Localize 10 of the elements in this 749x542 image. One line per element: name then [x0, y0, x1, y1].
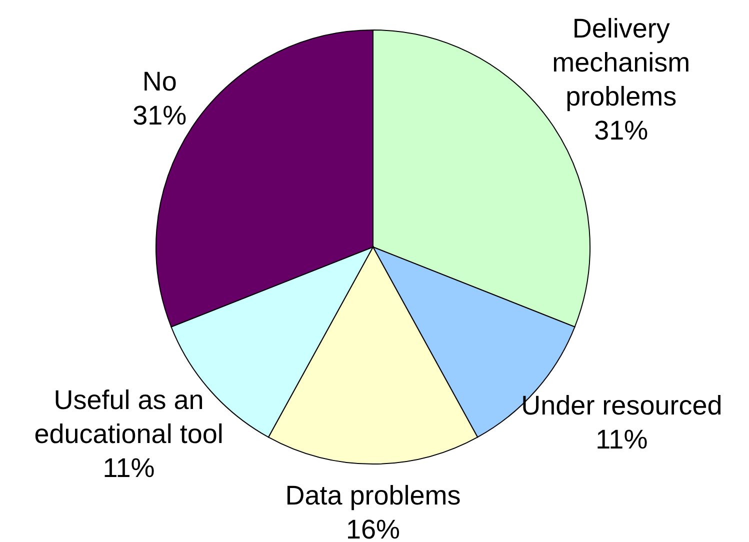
data-label: 11%: [596, 424, 648, 455]
data-label: 31%: [594, 115, 648, 146]
slice-label: Data problems: [285, 480, 461, 510]
data-label: 11%: [102, 452, 155, 483]
data-label: 16%: [346, 514, 400, 542]
slice-label: Useful as an educational tool: [34, 384, 224, 449]
slice-label: Under resourced: [521, 390, 722, 421]
slice-label: No: [142, 66, 177, 96]
data-label: 31%: [132, 100, 187, 130]
slice-label: Delivery mechanism problems: [552, 13, 690, 112]
